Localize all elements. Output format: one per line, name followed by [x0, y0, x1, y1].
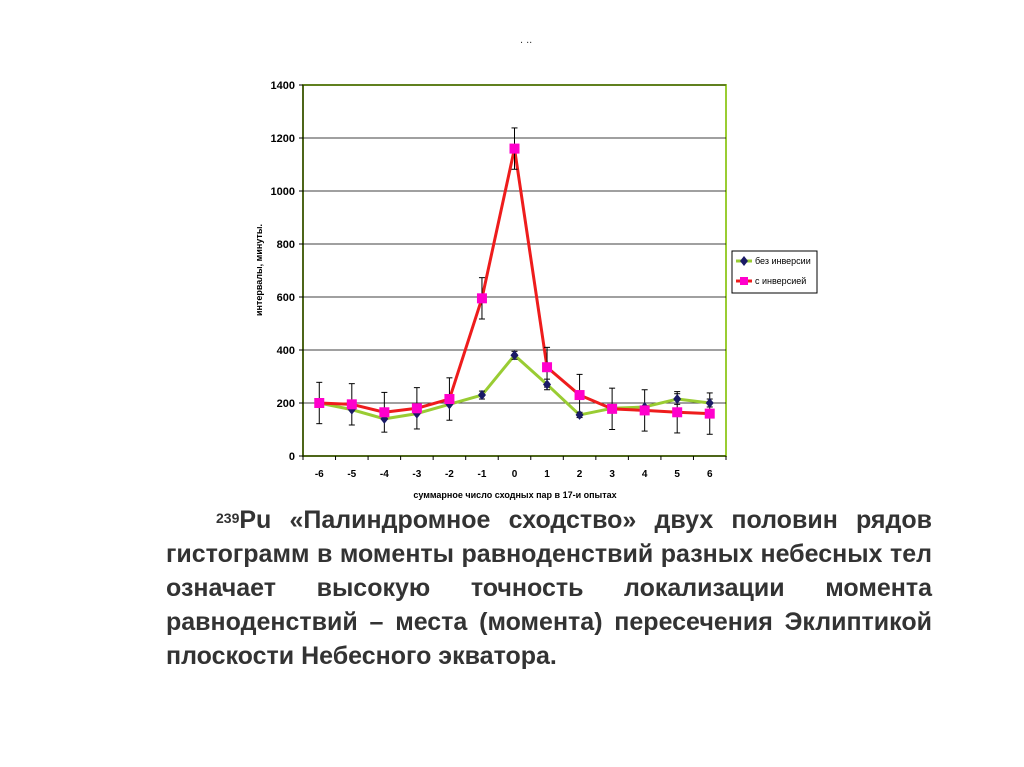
data-point-series-2 — [476, 293, 487, 304]
caption-text: «Палиндромное сходство» двух половин ряд… — [166, 506, 932, 670]
data-point-series-2 — [314, 398, 325, 408]
x-tick-label: -5 — [347, 469, 356, 480]
legend-marker-series-2 — [740, 277, 748, 285]
legend-marker-series-1 — [740, 256, 748, 266]
data-point-series-1 — [510, 350, 519, 361]
caption-paragraph: 239Pu «Палиндромное сходство» двух полов… — [166, 503, 932, 673]
caption-text-block: 239Pu «Палиндромное сходство» двух полов… — [166, 503, 932, 673]
x-tick-label: -1 — [478, 469, 487, 480]
x-tick-label: 6 — [707, 469, 713, 480]
y-tick-label: 200 — [277, 398, 295, 410]
data-point-series-2 — [379, 407, 390, 418]
x-tick-label: -6 — [315, 469, 324, 480]
x-tick-label: 0 — [512, 469, 518, 480]
data-point-series-2 — [346, 399, 357, 410]
legend: без инверсии с инверсией — [731, 250, 818, 294]
data-point-series-2 — [411, 403, 422, 414]
data-point-series-2 — [672, 407, 683, 418]
data-point-series-2 — [607, 403, 618, 414]
legend-label-series-1: без инверсии — [755, 256, 811, 266]
data-point-series-2 — [574, 390, 585, 401]
y-tick-label: 1400 — [271, 80, 295, 92]
legend-label-series-2: с инверсией — [755, 276, 806, 286]
data-point-series-1 — [477, 390, 486, 401]
data-point-series-2 — [542, 362, 553, 373]
x-tick-label: 5 — [674, 469, 680, 480]
isotope-mass-number: 239 — [216, 510, 240, 526]
series-line-2 — [319, 147, 710, 416]
x-tick-label: 2 — [577, 469, 583, 480]
y-axis-label: интервалы, минуты. — [254, 224, 264, 316]
y-tick-label: 600 — [277, 292, 295, 304]
data-point-series-2 — [444, 394, 455, 405]
y-tick-label: 800 — [277, 239, 295, 251]
x-tick-label: -3 — [412, 469, 421, 480]
data-point-series-1 — [705, 398, 714, 408]
data-point-series-1 — [575, 409, 584, 420]
y-tick-label: 1000 — [271, 186, 295, 198]
y-tick-label: 400 — [277, 345, 295, 357]
x-tick-labels: -6 -5 -4 -3 -2 -1 0 1 2 3 4 5 6 — [302, 456, 727, 480]
x-axis-label: суммарное число сходных пар в 17-и опыта… — [413, 490, 616, 500]
data-point-series-2 — [704, 408, 715, 419]
x-tick-label: 4 — [642, 469, 648, 480]
x-tick-label: 1 — [544, 469, 550, 480]
data-point-series-2 — [509, 143, 520, 154]
data-point-series-1 — [543, 379, 552, 390]
series-layer — [314, 127, 715, 435]
x-tick-label: -2 — [445, 469, 454, 480]
header-marks: . .. — [520, 34, 533, 46]
y-tick-labels: 0 200 400 600 800 1000 1200 1400 — [271, 80, 303, 463]
y-tick-label: 0 — [289, 451, 295, 463]
y-tick-label: 1200 — [271, 133, 295, 145]
x-tick-label: 3 — [609, 469, 615, 480]
isotope-symbol: Pu — [239, 506, 272, 534]
data-point-series-2 — [639, 405, 650, 416]
legend-box — [731, 250, 818, 294]
data-point-series-1 — [673, 394, 682, 405]
x-tick-label: -4 — [380, 469, 389, 480]
